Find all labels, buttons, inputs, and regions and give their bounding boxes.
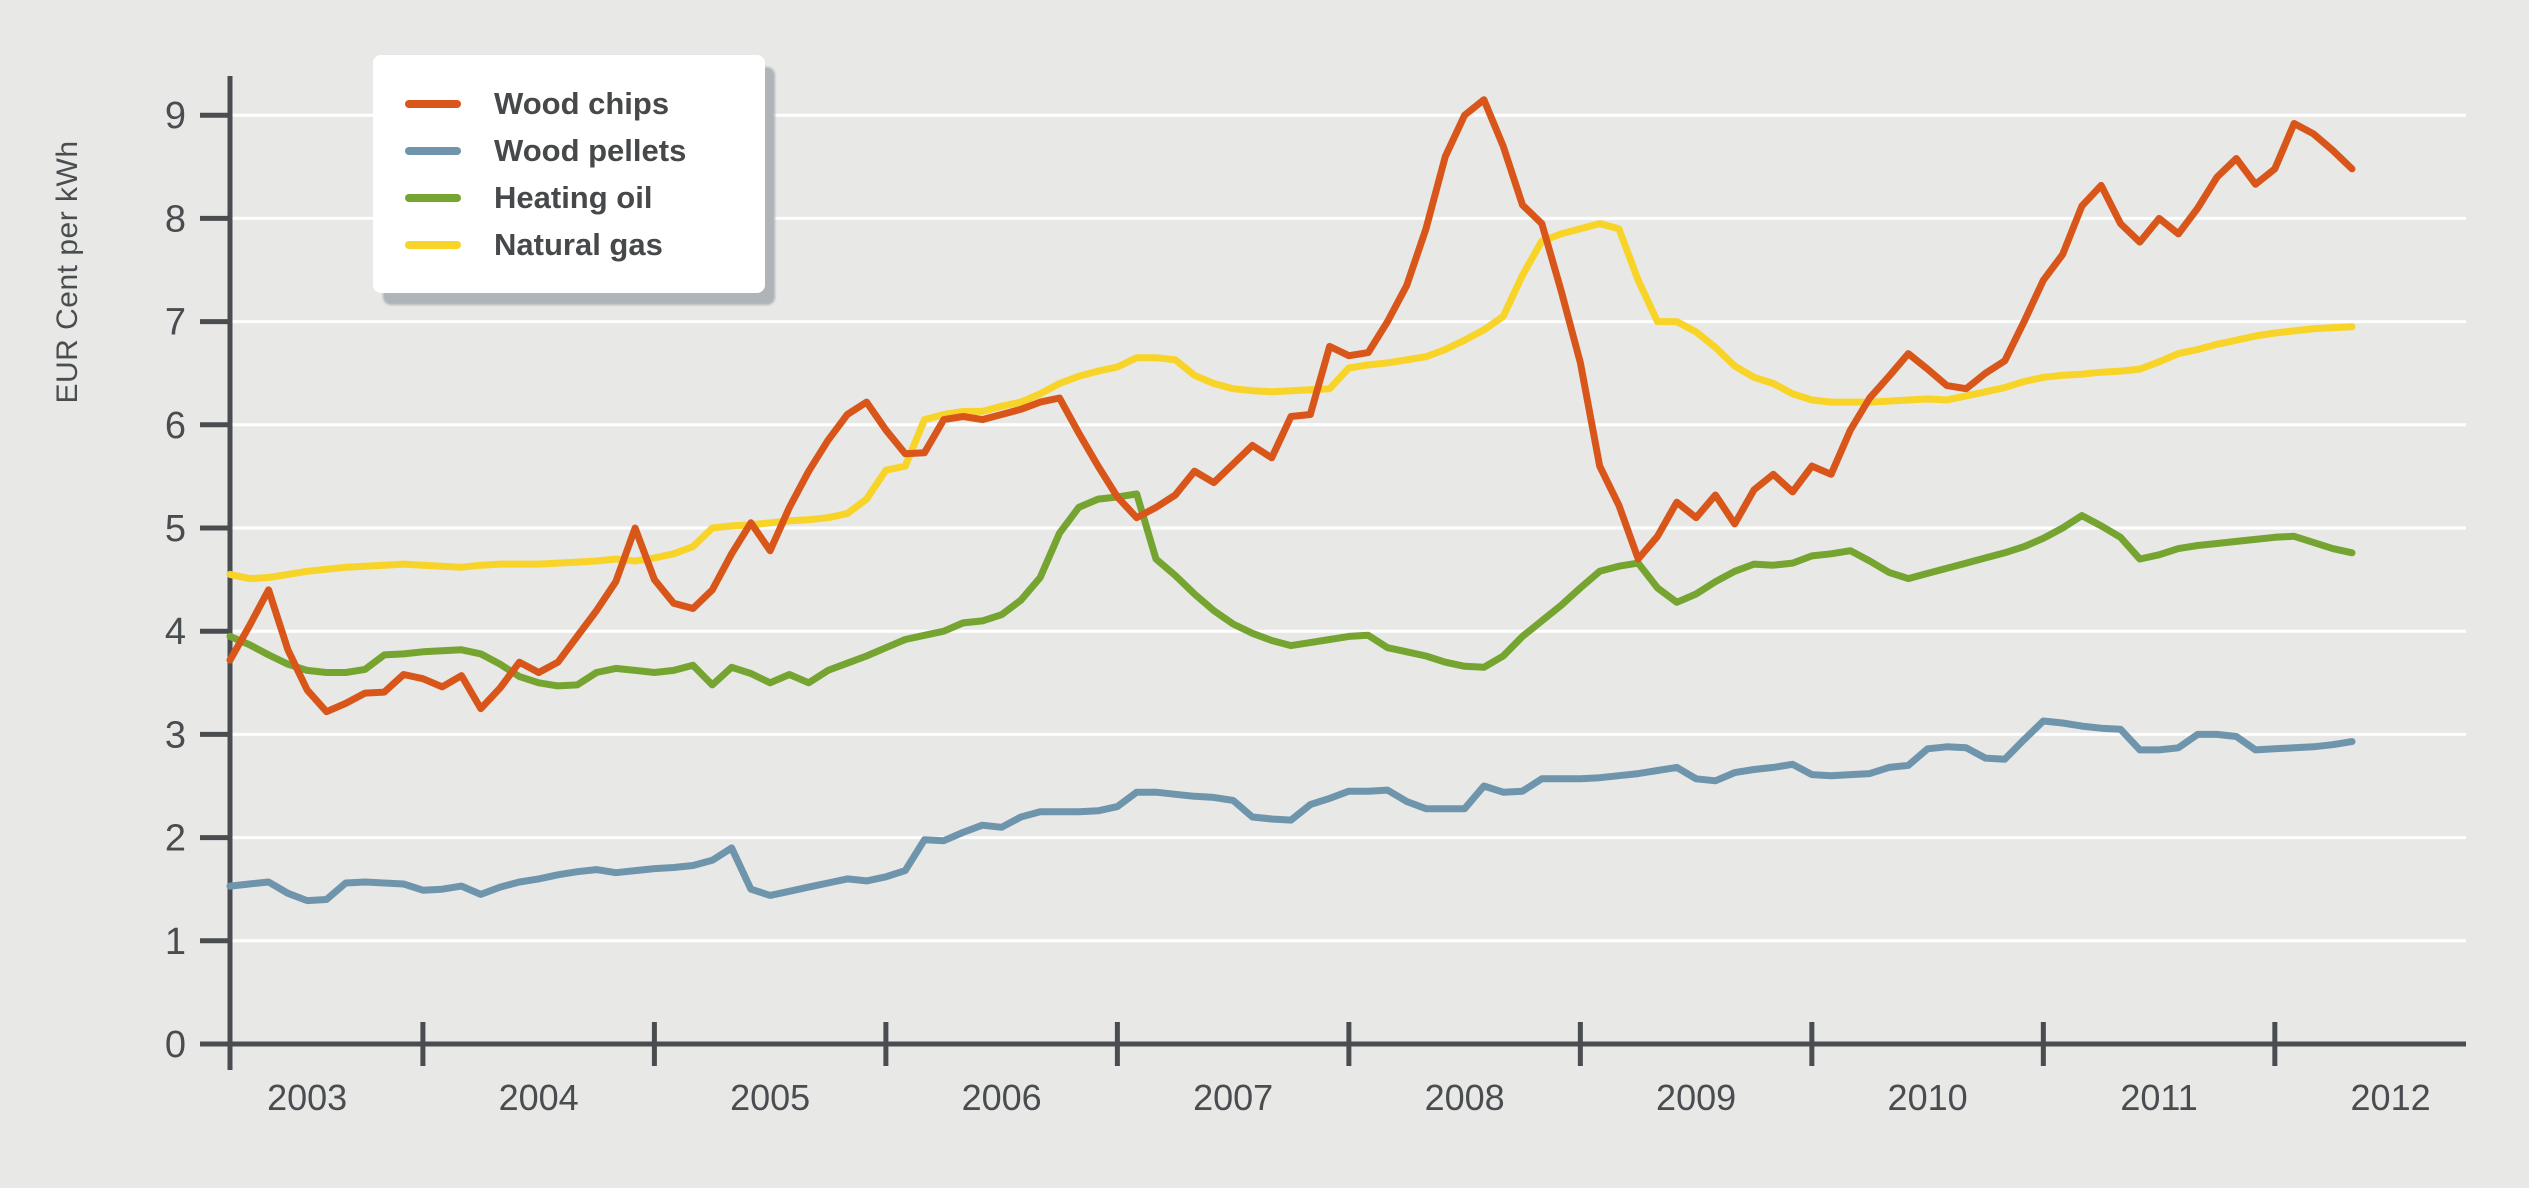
wood-chips-line-swatch-icon xyxy=(405,99,461,108)
legend-label-wood-chips: Wood chips xyxy=(494,85,670,121)
y-tick-label: 7 xyxy=(165,302,186,344)
y-tick-label: 5 xyxy=(165,508,186,550)
y-tick-label: 1 xyxy=(165,921,186,963)
x-tick-label: 2004 xyxy=(499,1077,579,1118)
legend-label-heating-oil: Heating oil xyxy=(494,179,653,215)
legend-label-wood-pellets: Wood pellets xyxy=(494,132,687,168)
y-tick-label: 6 xyxy=(165,405,186,447)
series-line-wood-pellets xyxy=(226,717,2356,905)
x-tick-label: 2005 xyxy=(730,1077,810,1118)
y-axis-title: EUR Cent per kWh xyxy=(51,140,84,404)
y-tick-label: 8 xyxy=(165,198,186,240)
x-tick-label: 2008 xyxy=(1425,1077,1505,1118)
y-tick-label: 3 xyxy=(165,714,186,756)
series-line-wood-chips xyxy=(226,96,2356,716)
wood-pellets-line-swatch-icon xyxy=(405,146,461,155)
x-tick-label: 2011 xyxy=(2120,1077,2197,1118)
y-tick-label: 0 xyxy=(165,1024,186,1066)
x-tick-label: 2003 xyxy=(267,1077,347,1118)
x-tick-label: 2009 xyxy=(1656,1077,1736,1118)
y-tick-label: 4 xyxy=(165,611,186,653)
legend-item-wood-chips: Wood chips xyxy=(373,85,765,121)
x-tick-label: 2006 xyxy=(962,1077,1042,1118)
legend-item-natural-gas: Natural gas xyxy=(373,226,765,262)
series-line-heating-oil xyxy=(226,490,2356,690)
x-tick-label: 2012 xyxy=(2351,1077,2431,1118)
y-tick-label: 9 xyxy=(165,95,186,137)
legend-item-heating-oil: Heating oil xyxy=(373,179,765,215)
natural-gas-line-swatch-icon xyxy=(405,240,461,249)
heating-oil-line-swatch-icon xyxy=(405,193,461,202)
legend-item-wood-pellets: Wood pellets xyxy=(373,132,765,168)
y-tick-label: 2 xyxy=(165,818,186,860)
legend-label-natural-gas: Natural gas xyxy=(494,226,663,262)
series-line-natural-gas xyxy=(226,220,2356,583)
chart-legend: Wood chips Wood pellets Heating oil Natu… xyxy=(373,55,765,293)
x-tick-label: 2010 xyxy=(1888,1077,1968,1118)
x-tick-label: 2007 xyxy=(1193,1077,1273,1118)
